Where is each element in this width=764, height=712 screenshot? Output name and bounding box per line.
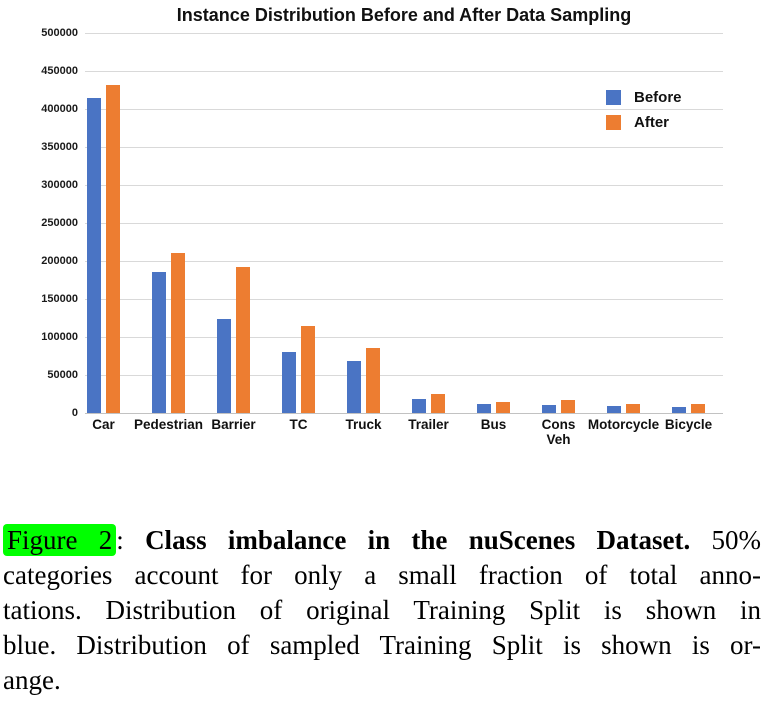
caption-line-1: Figure 2: Class imbalance in the nuScene… xyxy=(3,523,761,558)
bar-group-car xyxy=(85,33,150,413)
caption-text: blue. Distribution of sampled Training S… xyxy=(3,630,761,660)
x-label-pedestrian: Pedestrian xyxy=(133,417,204,432)
caption-text: categories account for only a small frac… xyxy=(3,560,761,590)
x-label-motorcycle: Motorcycle xyxy=(587,417,660,432)
figure-caption: Figure 2: Class imbalance in the nuScene… xyxy=(0,523,764,698)
gridline-450000 xyxy=(85,71,723,72)
bar-group-motorcycle xyxy=(605,33,670,413)
bar-tc-after xyxy=(301,325,315,413)
legend-label-before: Before xyxy=(634,89,682,106)
y-tick-label-300000: 300000 xyxy=(41,179,78,191)
gridline-500000 xyxy=(85,33,723,34)
y-tick-label-150000: 150000 xyxy=(41,293,78,305)
legend-swatch-before xyxy=(606,90,621,105)
x-label-tc: TC xyxy=(289,417,308,432)
bar-car-before xyxy=(87,98,101,413)
gridline-400000 xyxy=(85,109,723,110)
bar-group-bus xyxy=(475,33,540,413)
caption-text: tations. Distribution of original Traini… xyxy=(3,595,761,625)
x-label-truck: Truck xyxy=(345,417,382,432)
figure-reference-highlight: Figure 2 xyxy=(3,524,117,556)
y-tick-label-50000: 50000 xyxy=(47,369,78,381)
caption-line-4: blue. Distribution of sampled Training S… xyxy=(3,628,761,663)
y-tick-label-450000: 450000 xyxy=(41,65,78,77)
y-tick-label-0: 0 xyxy=(71,407,78,419)
legend-item-before: Before xyxy=(606,90,682,105)
bar-group-truck xyxy=(345,33,410,413)
bar-bus-before xyxy=(477,404,491,413)
gridline-350000 xyxy=(85,147,723,148)
bar-car-after xyxy=(106,85,120,413)
bar-trailer-before xyxy=(412,399,426,413)
bar-barrier-after xyxy=(236,267,250,413)
bar-bicycle-after xyxy=(691,404,705,413)
bar-pedestrian-after xyxy=(171,253,185,413)
bar-group-pedestrian xyxy=(150,33,215,413)
bar-chart: Instance Distribution Before and After D… xyxy=(41,5,723,447)
gridline-200000 xyxy=(85,261,723,262)
gridline-250000 xyxy=(85,223,723,224)
gridline-100000 xyxy=(85,337,723,338)
legend: Before After xyxy=(606,90,682,140)
gridline-0 xyxy=(85,413,723,414)
caption-text: 50% xyxy=(690,525,761,555)
x-label-bus: Bus xyxy=(480,417,507,432)
y-tick-label-100000: 100000 xyxy=(41,331,78,343)
bar-bus-after xyxy=(496,402,510,413)
legend-swatch-after xyxy=(606,115,621,130)
bar-truck-before xyxy=(347,360,361,413)
caption-line-5: ange. xyxy=(3,663,761,698)
bar-truck-after xyxy=(366,348,380,413)
x-label-barrier: Barrier xyxy=(211,417,256,432)
bar-cons-veh-after xyxy=(561,400,575,413)
legend-label-after: After xyxy=(634,114,670,131)
caption-bold-text: Class imbalance in the nuScenes Dataset. xyxy=(145,525,691,555)
bar-motorcycle-after xyxy=(626,403,640,413)
bar-motorcycle-before xyxy=(607,406,621,413)
x-label-cons-veh: Cons Veh xyxy=(541,417,576,447)
chart-title: Instance Distribution Before and After D… xyxy=(176,5,632,25)
bar-cons-veh-before xyxy=(542,404,556,413)
caption-line-2: categories account for only a small frac… xyxy=(3,558,761,593)
bar-barrier-before xyxy=(217,318,231,413)
bar-tc-before xyxy=(282,352,296,413)
gridline-150000 xyxy=(85,299,723,300)
y-tick-label-500000: 500000 xyxy=(41,27,78,39)
bar-trailer-after xyxy=(431,394,445,413)
bar-group-tc xyxy=(280,33,345,413)
bar-pedestrian-before xyxy=(152,272,166,413)
legend-item-after: After xyxy=(606,115,682,130)
y-tick-label-400000: 400000 xyxy=(41,103,78,115)
caption-text: : xyxy=(116,525,146,555)
bar-bicycle-before xyxy=(672,407,686,413)
x-label-trailer: Trailer xyxy=(408,417,449,432)
y-tick-label-200000: 200000 xyxy=(41,255,78,267)
caption-line-3: tations. Distribution of original Traini… xyxy=(3,593,761,628)
y-tick-label-250000: 250000 xyxy=(41,217,78,229)
gridline-300000 xyxy=(85,185,723,186)
gridline-50000 xyxy=(85,375,723,376)
x-label-bicycle: Bicycle xyxy=(664,417,713,432)
bar-group-cons-veh xyxy=(540,33,605,413)
bar-group-barrier xyxy=(215,33,280,413)
plot-area xyxy=(85,33,723,414)
caption-text: ange. xyxy=(3,665,61,695)
bar-group-trailer xyxy=(410,33,475,413)
bar-group-bicycle xyxy=(670,33,735,413)
x-label-car: Car xyxy=(92,417,115,432)
y-tick-label-350000: 350000 xyxy=(41,141,78,153)
